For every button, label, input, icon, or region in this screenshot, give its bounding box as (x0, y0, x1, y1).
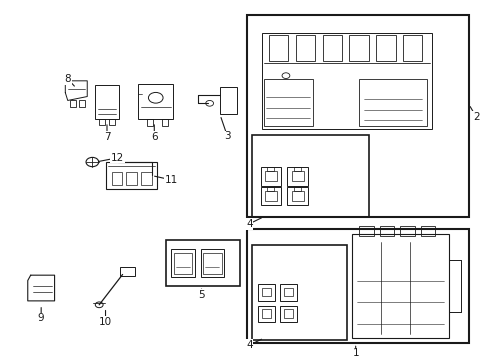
Bar (267, 187, 274, 190)
Text: 1: 1 (352, 348, 358, 358)
Bar (141, 172, 151, 185)
Bar (267, 167, 274, 171)
Bar (399, 226, 414, 236)
Bar (279, 306, 296, 322)
Bar (257, 306, 274, 322)
Bar (203, 253, 221, 274)
Bar (291, 190, 303, 201)
Bar (261, 33, 431, 129)
Bar (294, 187, 301, 190)
Bar (200, 249, 224, 277)
Text: 9: 9 (38, 313, 44, 323)
Text: 10: 10 (99, 317, 112, 327)
Bar (295, 35, 315, 61)
Text: 2: 2 (472, 112, 478, 122)
Bar (379, 226, 393, 236)
Text: 4: 4 (245, 340, 252, 350)
Bar (283, 288, 293, 296)
Text: 3: 3 (224, 131, 230, 141)
Bar (120, 267, 135, 276)
Bar (283, 309, 293, 318)
Bar (251, 245, 346, 340)
Bar (351, 234, 448, 338)
Bar (99, 120, 105, 125)
Bar (171, 249, 194, 277)
Bar (261, 309, 271, 318)
Bar (279, 284, 296, 301)
Bar (126, 172, 137, 185)
Bar (287, 186, 307, 205)
Bar (105, 162, 157, 189)
Bar (138, 84, 173, 119)
Bar (268, 35, 288, 61)
Bar (161, 119, 167, 126)
Text: 6: 6 (151, 132, 157, 142)
Bar (147, 119, 153, 126)
Bar (220, 87, 237, 114)
Bar (264, 190, 276, 201)
Bar (95, 85, 119, 120)
Text: 5: 5 (198, 290, 204, 300)
Bar (420, 226, 434, 236)
Bar (111, 172, 122, 185)
Bar (294, 167, 301, 171)
Bar (287, 167, 307, 186)
Bar (260, 186, 281, 205)
Bar (251, 135, 368, 217)
Bar (260, 167, 281, 186)
Text: 12: 12 (111, 153, 124, 163)
Bar (264, 171, 276, 181)
Bar (375, 35, 395, 61)
Bar (246, 15, 468, 217)
Text: 11: 11 (164, 175, 178, 185)
Bar (358, 79, 427, 126)
Bar (264, 79, 312, 126)
Text: 8: 8 (64, 74, 71, 84)
Bar (257, 284, 274, 301)
Bar (166, 240, 239, 286)
Bar (246, 229, 468, 343)
Bar (79, 100, 84, 107)
Bar (402, 35, 422, 61)
Bar (109, 120, 115, 125)
Bar (70, 100, 76, 107)
Bar (173, 253, 192, 274)
Bar (358, 226, 373, 236)
Bar (348, 35, 368, 61)
Text: 7: 7 (103, 132, 110, 142)
Text: 4: 4 (245, 219, 252, 229)
Bar (261, 288, 271, 296)
Bar (322, 35, 341, 61)
Bar (291, 171, 303, 181)
